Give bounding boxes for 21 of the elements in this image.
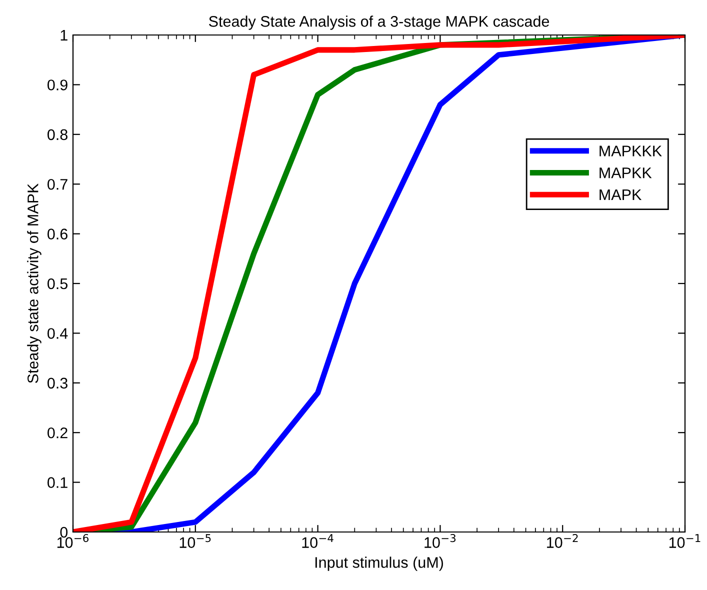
x-tick-label: 10$^{−5}$ xyxy=(180,534,211,548)
x-axis-title: Input stimulus (uM) xyxy=(315,556,444,571)
x-tick-label: 10$^{−4}$ xyxy=(302,534,334,548)
legend-label: MAPKKK xyxy=(600,146,662,156)
y-tick-label: 0.2 xyxy=(48,427,68,438)
y-tick-label: 0.4 xyxy=(48,328,68,339)
y-tick-label: 1 xyxy=(60,30,68,41)
y-tick-label: 0.8 xyxy=(48,129,68,140)
x-tick-label: 10$^{−1}$ xyxy=(669,534,700,548)
y-axis-title: Steady state activity of MAPK xyxy=(27,183,42,383)
y-tick-label: 0.3 xyxy=(48,378,68,389)
y-tick-label: 0.9 xyxy=(48,80,68,90)
chart-title: Steady State Analysis of a 3-stage MAPK cascade xyxy=(209,16,550,30)
y-tick-label: 0.1 xyxy=(48,477,68,488)
x-tick-label: 10$^{−2}$ xyxy=(547,534,578,548)
y-tick-label: 0.5 xyxy=(48,278,68,290)
y-tick-label: 0.7 xyxy=(48,178,68,190)
legend-label: MAPK xyxy=(600,189,642,200)
legend-label: MAPKK xyxy=(600,168,652,178)
x-tick-label: 10$^{−3}$ xyxy=(424,534,456,548)
y-tick-label: 0.6 xyxy=(48,228,68,240)
